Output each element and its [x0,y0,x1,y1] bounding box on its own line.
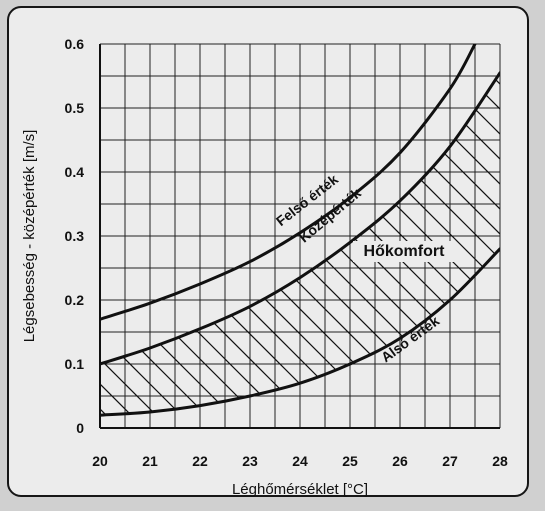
x-tick-label: 21 [142,453,158,469]
x-tick-label: 23 [242,453,258,469]
lower-value-label: Alsó érték [378,312,442,365]
y-tick-label: 0.6 [65,36,85,52]
hatch-line [100,72,376,416]
lower-value-curve [100,247,500,417]
hatch-line [449,72,500,416]
x-tick-label: 22 [192,453,208,469]
hatch-line [100,72,201,416]
hatch-line [100,72,101,416]
x-tick-label: 24 [292,453,308,469]
comfort-region-label: Hőkomfort [364,243,446,260]
hatch-line [100,72,226,416]
hatch-line [100,72,276,416]
x-tick-label: 28 [492,453,508,469]
y-tick-label: 0.3 [65,228,85,244]
upper-value-curve [100,44,477,321]
hatch-line [100,72,326,416]
hatch-line [499,72,500,416]
x-tick-label: 20 [92,453,108,469]
comfort-label-box [353,241,455,262]
y-axis-label: Légsebesség - középérték [m/s] [21,130,38,343]
hatch-line [149,72,500,416]
tick-labels: 20 21 22 23 24 25 26 27 28 0 0.1 0.2 0.3 0.4 0.5 0.6 [65,36,508,469]
y-tick-label: 0.5 [65,100,85,116]
hatch-line [525,34,545,484]
hatch-line [100,72,500,416]
y-tick-label: 0 [76,420,84,436]
x-axis-label: Léghőmérséklet [°C] [232,481,368,498]
mean-value-curve [100,71,500,366]
curves [100,44,500,417]
x-tick-label: 27 [442,453,458,469]
x-tick-label: 26 [392,453,408,469]
hatch-line [474,72,500,416]
y-tick-label: 0.1 [65,356,85,372]
x-tick-label: 25 [342,453,358,469]
hatch-line [100,72,126,416]
y-tick-label: 0.4 [65,164,85,180]
y-tick-label: 0.2 [65,292,85,308]
